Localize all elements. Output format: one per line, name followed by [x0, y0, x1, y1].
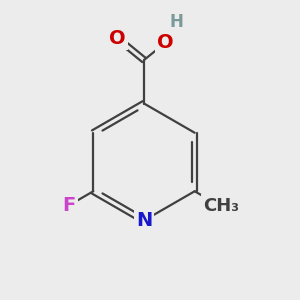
Text: O: O [157, 33, 174, 52]
Text: H: H [169, 13, 183, 31]
Text: CH₃: CH₃ [203, 196, 239, 214]
Text: N: N [136, 211, 152, 230]
Text: O: O [109, 29, 126, 48]
Text: F: F [62, 196, 75, 215]
